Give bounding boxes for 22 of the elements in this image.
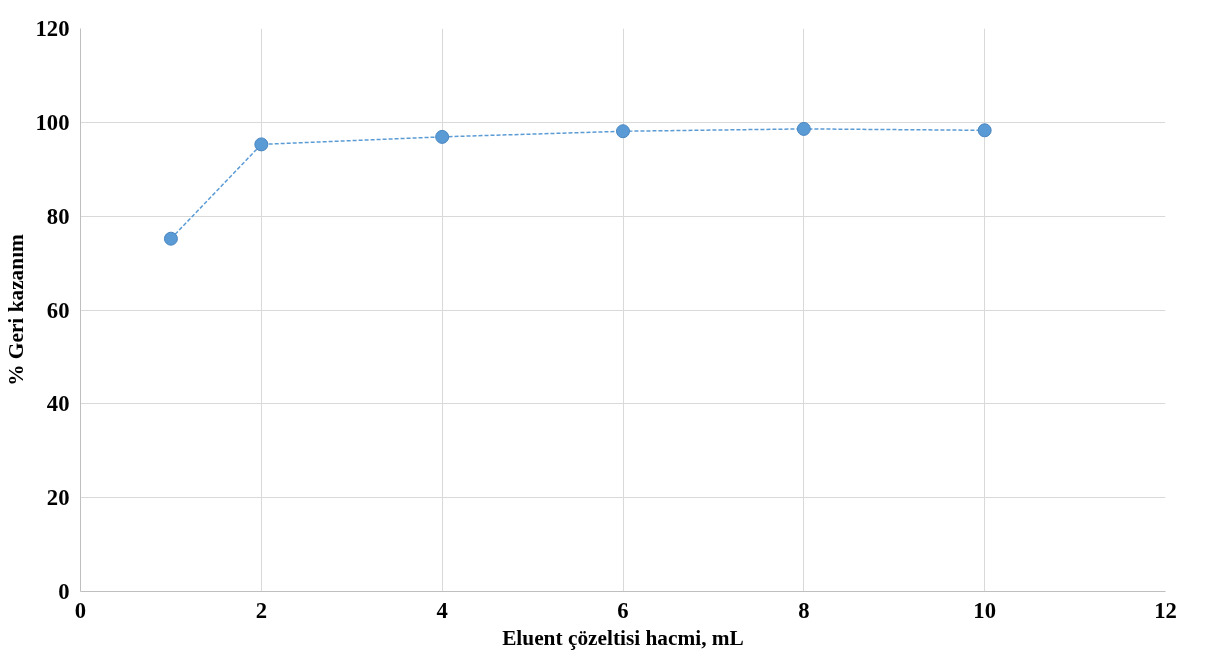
- x-tick-label: 2: [255, 597, 267, 623]
- y-tick-label: 120: [35, 16, 70, 41]
- x-axis-title: Eluent çözeltisi hacmi, mL: [502, 625, 744, 650]
- y-tick-label: 80: [46, 203, 70, 229]
- point: [796, 121, 811, 136]
- point: [435, 129, 450, 144]
- point: [254, 137, 269, 152]
- point: [977, 123, 992, 138]
- y-tick-label: 0: [58, 579, 70, 604]
- y-tick-label: 60: [46, 297, 70, 323]
- y-axis-title: % Geri kazanım: [3, 233, 28, 386]
- y-tick-label: 100: [35, 109, 70, 135]
- point: [616, 124, 630, 139]
- y-tick-label: 20: [46, 485, 70, 511]
- point: [163, 231, 178, 246]
- x-tick-label: 12: [1154, 597, 1177, 623]
- x-tick-label: 4: [436, 597, 448, 623]
- x-tick-label: 0: [74, 597, 87, 623]
- y-tick-label: 40: [46, 391, 70, 417]
- x-tick-label: 8: [798, 597, 810, 623]
- x-tick-label: 10: [973, 597, 996, 623]
- x-tick-label: 6: [617, 597, 629, 623]
